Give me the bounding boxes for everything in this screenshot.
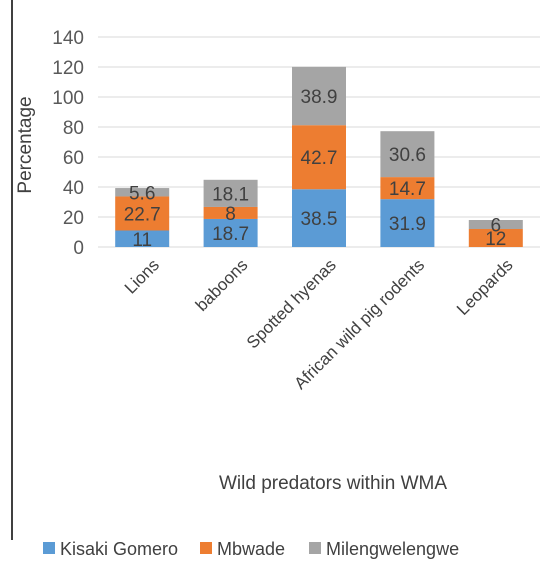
x-category-label: baboons [192,255,252,315]
legend-swatch [309,542,321,554]
data-label: 18.7 [212,224,249,245]
y-axis-title: Percentage [15,96,36,193]
data-label: 8 [225,204,236,225]
bars [115,66,523,247]
x-category-label: Lions [121,255,163,297]
bar-segment [115,188,170,197]
y-tick-label: 80 [63,118,84,139]
legend-label: Milengwelengwe [326,539,459,559]
data-label: 5.6 [129,183,155,204]
bar-segment [203,206,258,219]
y-tick-label: 0 [73,238,84,259]
x-category-label: Leopards [453,255,517,319]
legend-label: Mbwade [217,539,285,559]
data-label: 6 [491,216,502,237]
legend-swatch [200,542,212,554]
data-label: 14.7 [389,179,426,200]
data-label: 38.9 [301,87,338,108]
bar-segment [468,229,523,247]
bar-segment [203,218,258,247]
legend-label: Kisaki Gomero [60,539,178,559]
data-label: 42.7 [301,148,338,169]
data-label: 11 [132,230,152,251]
data-label: 38.5 [301,209,338,230]
bar-segment [115,230,170,247]
data-label: 30.6 [389,145,426,166]
bar-segment [380,199,435,247]
legend-swatch [43,542,55,554]
bar-segment [468,220,523,229]
bar-segment [203,179,258,207]
y-axis-ticks: 0 20 40 60 80 100 120 140 [52,28,84,259]
data-label: 22.7 [124,204,161,225]
y-tick-label: 100 [52,88,84,109]
data-label: 18.1 [212,184,249,205]
bar-segment [292,125,346,190]
y-tick-label: 140 [52,28,84,49]
x-category-label: Spotted hyenas [243,255,340,352]
bar-segment [115,196,170,231]
bar-segment [292,66,346,126]
data-label: 12 [485,229,506,250]
bar-segment [380,131,435,178]
y-tick-label: 20 [63,208,84,229]
data-label: 31.9 [389,214,426,235]
y-tick-label: 120 [52,58,84,79]
y-tick-label: 40 [63,178,84,199]
legend: Kisaki Gomero Mbwade Milengwelengwe [43,539,459,559]
bar-segment [292,189,346,247]
bar-segment [380,177,435,200]
y-tick-label: 60 [63,148,84,169]
x-axis-title: Wild predators within WMA [219,473,447,494]
